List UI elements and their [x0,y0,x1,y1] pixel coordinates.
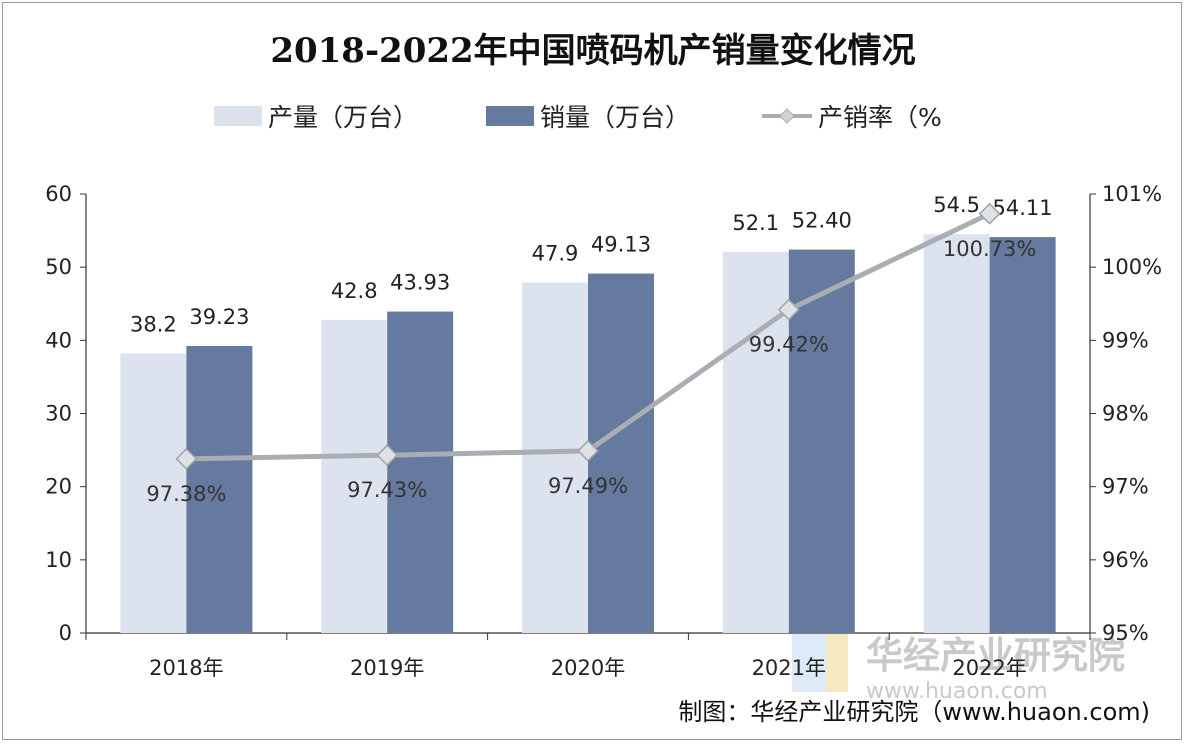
data-label-rate: 100.73% [943,237,1036,261]
data-label-sales: 54.11 [993,196,1053,220]
y-right-tick-label: 98% [1102,402,1149,426]
data-label-rate: 99.42% [749,333,829,357]
y-right-tick-label: 101% [1102,182,1162,206]
data-label-sales: 52.40 [792,209,852,233]
bar-sales [788,249,855,633]
x-tick-label: 2021年 [752,656,826,680]
data-label-sales: 49.13 [591,233,651,257]
data-label-rate: 97.38% [146,482,226,506]
y-left-tick-label: 10 [45,548,72,572]
data-label-production: 42.8 [331,279,378,303]
plot-area: 0 10 20 30 40 50 60 95% 96% 97% 98% 99% 100% 101% 2018… [45,182,1162,680]
legend-swatch-sales [486,106,534,126]
data-label-rate: 97.43% [347,478,427,502]
x-tick-label: 2018年 [149,656,223,680]
x-tick-label: 2022年 [952,656,1026,680]
data-label-sales: 43.93 [390,271,450,295]
bar-production [923,234,990,633]
legend-label-production: 产量（万台） [268,103,418,132]
bar-sales [387,311,454,633]
source-note: 制图：华经产业研究院（www.huaon.com) [678,698,1150,726]
y-left-tick-label: 40 [45,328,72,352]
bar-sales [989,237,1056,634]
watermark-logo-accent [826,634,848,692]
bar-sales [588,273,654,633]
legend-marker-rate [779,108,795,124]
watermark-url: www.huaon.com [866,679,1048,704]
bar-production [120,353,187,633]
y-right-tick-label: 100% [1102,255,1162,279]
bar-production [522,282,588,633]
y-right-tick-label: 97% [1102,475,1149,499]
bar-sales [186,345,253,633]
y-left-tick-label: 60 [45,182,72,206]
data-label-rate: 97.49% [548,474,628,498]
y-right-tick-label: 95% [1102,621,1149,645]
bar-production [321,319,388,633]
legend-swatch-production [214,106,262,126]
point-rate [978,202,1001,225]
y-left-tick-label: 0 [59,621,72,645]
legend-label-sales: 销量（万台） [540,103,690,132]
data-label-sales: 39.23 [189,305,249,329]
y-right-tick-label: 96% [1102,548,1149,572]
legend-label-rate: 产销率（% [818,103,942,132]
x-tick-label: 2019年 [350,656,424,680]
point-rate [376,444,399,467]
y-left-tick-label: 30 [45,402,72,426]
watermark-logo [792,634,826,692]
point-rate [577,439,599,462]
data-label-production: 47.9 [532,242,579,266]
x-tick-label: 2020年 [551,656,625,680]
y-left-tick-label: 20 [45,475,72,499]
point-rate [175,447,198,470]
watermark: 华经产业研究院 www.huaon.com [792,634,1125,704]
y-right-tick-label: 99% [1102,328,1149,352]
y-left-tick-label: 50 [45,255,72,279]
data-label-production: 38.2 [130,313,177,337]
chart-title: 2018-2022年中国喷码机产销量变化情况 [270,31,915,71]
point-rate [777,298,800,321]
data-label-production: 52.1 [732,211,779,235]
legend: 产量（万台） 销量（万台） 产销率（% [214,103,942,132]
data-label-production: 54.5 [933,193,980,217]
watermark-name: 华经产业研究院 [866,634,1125,677]
